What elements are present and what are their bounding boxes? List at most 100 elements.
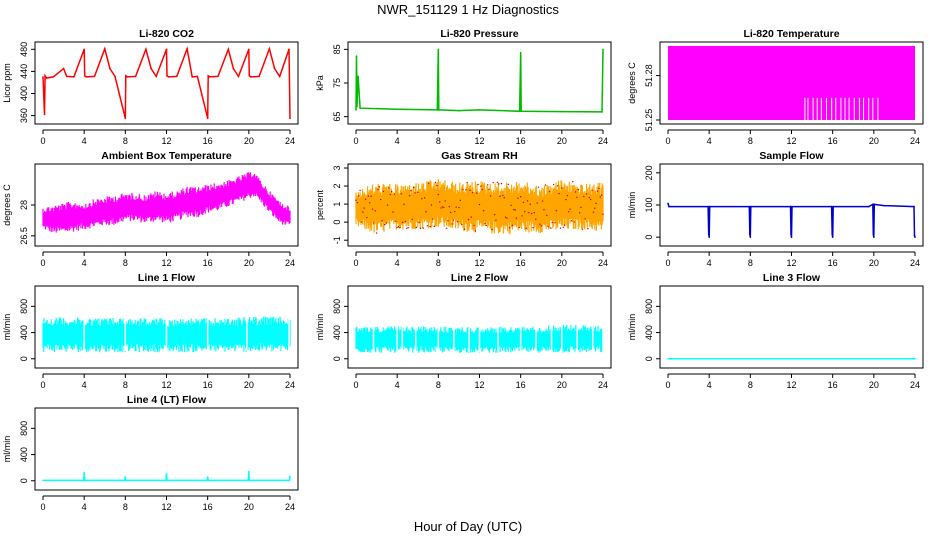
data-point: [554, 222, 556, 224]
data-point: [488, 188, 490, 190]
data-point: [667, 202, 669, 205]
data-point: [482, 209, 485, 212]
data-point: [599, 196, 601, 198]
data-point: [396, 226, 398, 229]
x-tick-label: 16: [828, 136, 838, 146]
data-point: [872, 203, 874, 206]
data-point: [250, 76, 252, 78]
data-point: [437, 193, 440, 196]
data-point: [227, 48, 230, 51]
data-point: [73, 76, 75, 78]
data-point: [518, 226, 520, 229]
panel-title: Line 4 (LT) Flow: [127, 394, 207, 406]
data-point: [124, 476, 127, 478]
y-tick-label: 400: [19, 447, 29, 462]
y-tick-label: 400: [644, 325, 654, 340]
y-tick-label: 1: [332, 202, 342, 207]
y-tick-label: 360: [19, 108, 29, 123]
data-point: [913, 205, 915, 208]
x-tick-label: 4: [395, 380, 400, 390]
data-point: [510, 204, 512, 207]
data-point: [407, 227, 409, 229]
data-point: [459, 199, 461, 202]
data-point: [594, 207, 596, 209]
data-point: [401, 221, 404, 223]
x-tick-label: 24: [285, 136, 295, 146]
data-point: [356, 105, 358, 108]
data-point: [370, 195, 372, 197]
data-point: [528, 212, 530, 214]
x-tick-label: 20: [869, 258, 879, 268]
data-point: [207, 75, 209, 77]
data-point: [495, 219, 497, 221]
y-tick-label: 2: [332, 184, 342, 189]
data-point: [429, 225, 431, 228]
data-point: [749, 236, 752, 238]
panel-3: Li-820 Temperature degrees C 51.25 51.28 0 4 8…: [627, 28, 924, 146]
data-point: [491, 228, 493, 231]
data-point: [207, 479, 209, 482]
data-point: [574, 191, 577, 193]
data-point: [883, 204, 885, 207]
data-point: [524, 211, 526, 213]
data-point: [539, 223, 541, 225]
data-point: [535, 218, 537, 220]
data-point: [375, 232, 378, 234]
x-tick-label: 4: [707, 380, 712, 390]
data-point: [369, 202, 371, 204]
data-point: [359, 189, 361, 192]
data-point: [373, 222, 375, 224]
y-axis-label: Licor ppm: [2, 63, 12, 103]
data-point: [481, 188, 483, 191]
data-point: [434, 181, 437, 184]
data-point: [493, 213, 496, 216]
data-point: [423, 197, 426, 199]
data-point: [566, 194, 569, 197]
data-point: [388, 187, 390, 189]
x-tick-label: 8: [123, 136, 128, 146]
plot-frame: [34, 41, 299, 125]
data-point: [418, 221, 420, 224]
x-tick-label: 8: [748, 258, 753, 268]
y-tick-label: 0: [19, 478, 29, 483]
data-point: [458, 109, 460, 112]
data-point: [382, 190, 385, 193]
data-point: [454, 210, 456, 213]
y-tick-label: 75: [332, 78, 342, 88]
data-point: [600, 194, 603, 196]
plot-frame: [34, 285, 299, 369]
data-point: [165, 48, 168, 51]
data-point: [478, 203, 481, 206]
plot-frame: [347, 285, 612, 369]
x-tick-label: 16: [516, 136, 526, 146]
data-point: [166, 479, 168, 482]
data-point: [436, 184, 438, 187]
y-axis-label: ml/min: [2, 436, 12, 463]
data-point: [186, 47, 188, 50]
y-tick-label: 480: [19, 42, 29, 57]
y-tick-label: 0: [644, 356, 654, 361]
data-point: [419, 227, 422, 230]
data-point: [397, 226, 400, 228]
data-point: [428, 182, 430, 184]
x-tick-label: 4: [82, 380, 87, 390]
y-axis-label: kPa: [315, 75, 325, 91]
x-tick-label: 8: [123, 502, 128, 512]
data-point: [913, 234, 916, 237]
data-point: [789, 205, 792, 208]
x-tick-label: 12: [161, 136, 171, 146]
data-point: [359, 107, 361, 110]
data-point: [217, 75, 219, 78]
x-tick-label: 16: [203, 380, 213, 390]
x-tick-label: 0: [665, 258, 670, 268]
plot-frame: [659, 41, 924, 125]
data-point: [125, 479, 127, 482]
data-point: [498, 183, 500, 185]
data-point: [536, 202, 538, 204]
data-point: [432, 218, 434, 220]
data-point: [83, 471, 85, 474]
data-point: [587, 227, 589, 230]
panel-title: Li-820 CO2: [139, 28, 194, 40]
data-point: [525, 227, 527, 230]
x-tick-label: 12: [161, 258, 171, 268]
